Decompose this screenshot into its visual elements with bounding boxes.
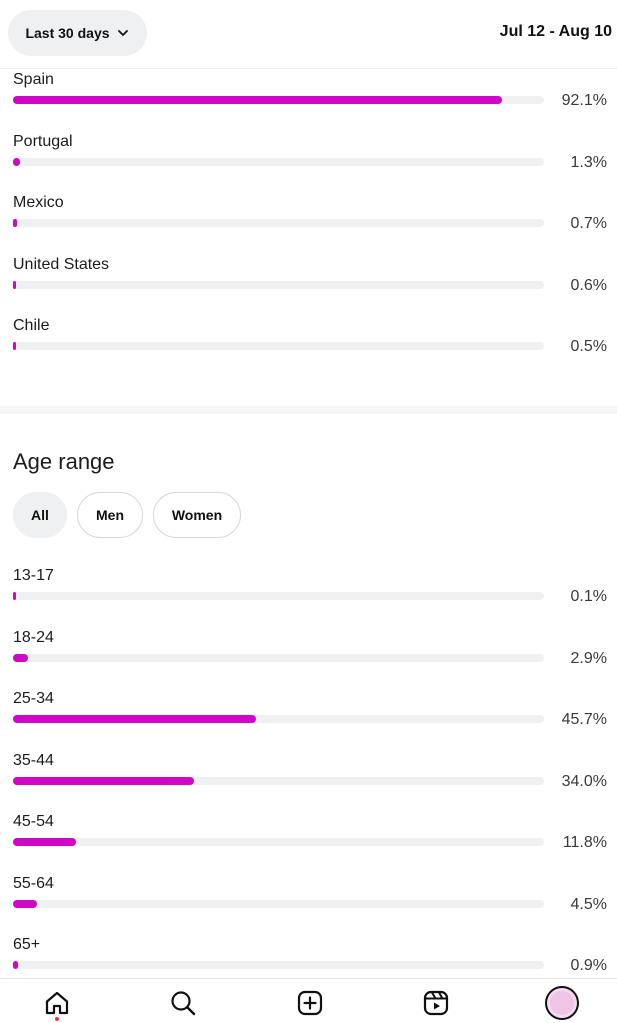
item-label: 45-54 (13, 813, 54, 830)
date-range-text: Jul 12 - Aug 10 (499, 23, 612, 40)
country-list: Spain 92.1% Portugal 1.3% Mexico 0.7% United S… (13, 71, 607, 379)
item-percentage: 1.3% (570, 153, 607, 171)
reels-icon[interactable] (421, 988, 451, 1018)
notification-dot (55, 1017, 59, 1021)
section-divider (0, 406, 617, 414)
list-item: 13-17 0.1% (13, 567, 607, 629)
progress-fill (13, 219, 17, 227)
progress-fill (13, 342, 16, 350)
progress-fill (13, 715, 256, 723)
item-label: Mexico (13, 194, 64, 211)
list-item: Spain 92.1% (13, 71, 607, 133)
progress-track (13, 219, 544, 227)
list-item: 65+ 0.9% (13, 936, 607, 998)
list-item: 35-44 34.0% (13, 752, 607, 814)
item-label: 35-44 (13, 751, 54, 769)
progress-fill (13, 96, 503, 104)
progress-track (13, 715, 544, 723)
item-percentage: 0.5% (570, 338, 607, 355)
chevron-down-icon (117, 30, 128, 36)
avatar-image (550, 991, 574, 1015)
search-icon[interactable] (168, 988, 198, 1018)
progress-track (13, 838, 544, 846)
progress-fill (13, 838, 76, 846)
list-item: Chile 0.5% (13, 317, 607, 379)
item-percentage: 0.9% (570, 957, 607, 974)
item-percentage: 11.8% (562, 834, 607, 851)
progress-fill (13, 899, 37, 908)
progress-track (13, 899, 544, 908)
date-range-dropdown[interactable]: Last 30 days (8, 10, 147, 56)
list-item: 45-54 11.8% (13, 813, 607, 875)
list-item: 18-24 2.9% (13, 629, 607, 691)
bottom-nav (0, 978, 617, 1023)
item-percentage: 0.1% (570, 588, 607, 605)
create-icon[interactable] (295, 988, 325, 1018)
progress-track (13, 157, 544, 166)
list-item: 25-34 45.7% (13, 690, 607, 752)
progress-fill (13, 776, 194, 785)
filter-women-chip[interactable]: Women (153, 492, 241, 538)
progress-fill (13, 592, 16, 600)
item-percentage: 2.9% (570, 649, 607, 667)
age-range-list: 13-17 0.1% 18-24 2.9% 25-34 45.7% 35-44 34.0% 45… (13, 567, 607, 998)
list-item: United States 0.6% (13, 256, 607, 318)
item-label: 25-34 (13, 690, 54, 707)
list-item: 55-64 4.5% (13, 875, 607, 937)
progress-track (13, 592, 544, 600)
item-percentage: 4.5% (570, 895, 607, 913)
progress-track (13, 961, 544, 969)
progress-fill (13, 157, 20, 166)
home-icon[interactable] (42, 988, 72, 1018)
item-label: Portugal (13, 132, 73, 150)
progress-fill (13, 653, 29, 662)
item-label: Chile (13, 317, 50, 334)
gender-filter-group: All Men Women (13, 492, 241, 538)
item-percentage: 0.7% (570, 215, 607, 232)
item-percentage: 45.7% (561, 711, 607, 728)
item-label: Spain (13, 71, 54, 88)
date-range-dropdown-label: Last 30 days (25, 25, 110, 41)
item-percentage: 0.6% (570, 276, 607, 294)
list-item: Portugal 1.3% (13, 133, 607, 195)
age-range-title: Age range (13, 449, 115, 474)
list-item: Mexico 0.7% (13, 194, 607, 256)
progress-track (13, 776, 544, 785)
filter-all-chip[interactable]: All (13, 492, 67, 538)
filter-men-chip[interactable]: Men (77, 492, 143, 538)
progress-fill (13, 961, 18, 969)
profile-avatar[interactable] (545, 986, 579, 1020)
item-label: 18-24 (13, 628, 54, 646)
progress-track (13, 342, 544, 350)
item-label: 13-17 (13, 567, 54, 584)
item-label: 65+ (13, 936, 41, 953)
item-label: United States (13, 255, 110, 273)
top-bar: Last 30 days Jul 12 - Aug 10 (0, 0, 617, 69)
item-percentage: 92.1% (561, 92, 607, 109)
item-label: 55-64 (13, 874, 54, 892)
item-percentage: 34.0% (561, 772, 607, 790)
progress-track (13, 653, 544, 662)
progress-track (13, 96, 544, 104)
progress-track (13, 280, 544, 289)
progress-fill (13, 280, 17, 289)
